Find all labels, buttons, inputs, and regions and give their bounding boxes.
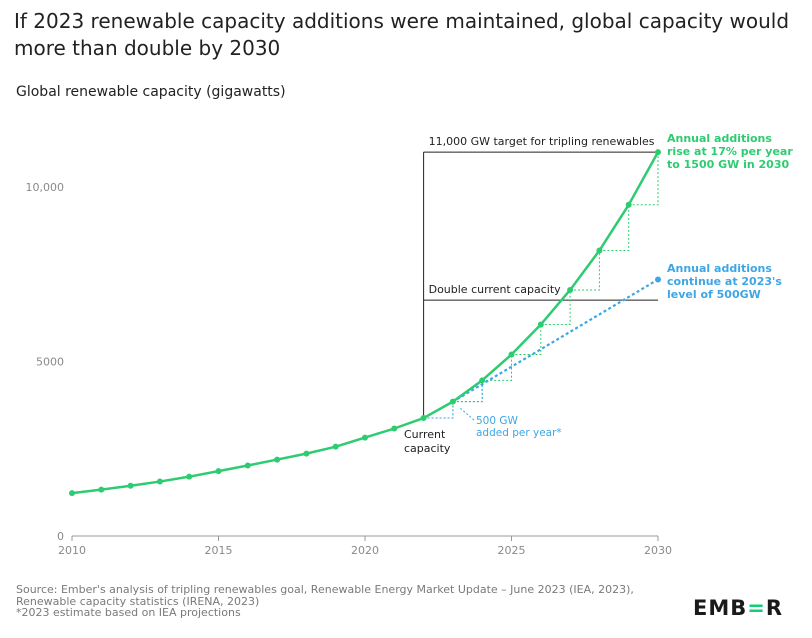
double-reference-label: Double current capacity — [429, 283, 562, 296]
green-data-point — [626, 202, 632, 208]
green-data-point — [245, 463, 251, 469]
green-data-point — [333, 444, 339, 450]
green-data-point — [186, 474, 192, 480]
blue-data-point — [655, 276, 661, 282]
green-data-point — [216, 468, 222, 474]
green-data-point — [98, 487, 104, 493]
green-data-point — [157, 479, 163, 485]
target-reference-label: 11,000 GW target for tripling renewables — [429, 135, 655, 148]
green-data-point — [538, 322, 544, 328]
source-note: Source: Ember's analysis of tripling ren… — [16, 584, 696, 619]
green-data-point — [450, 399, 456, 405]
x-tick-label: 2020 — [351, 544, 379, 557]
green-series-label: to 1500 GW in 2030 — [667, 158, 789, 171]
x-tick-label: 2025 — [498, 544, 526, 557]
green-data-point — [274, 457, 280, 463]
green-data-point — [128, 483, 134, 489]
green-data-point — [596, 248, 602, 254]
blue-series-label: level of 500GW — [667, 288, 761, 301]
x-tick-label: 2015 — [205, 544, 233, 557]
current-capacity-label: capacity — [404, 442, 451, 455]
x-tick-label: 2010 — [58, 544, 86, 557]
y-tick-label: 10,000 — [26, 181, 65, 194]
blue-series-label: continue at 2023's — [667, 275, 782, 288]
y-tick-label: 0 — [57, 530, 64, 543]
step-annotation-pointer — [460, 408, 474, 420]
green-series-label: rise at 17% per year — [667, 145, 793, 158]
green-data-point — [509, 352, 515, 358]
current-capacity-label: Current — [404, 428, 446, 441]
green-series-label: Annual additions — [667, 132, 772, 145]
green-data-point — [655, 149, 661, 155]
green-data-point — [391, 426, 397, 432]
blue-series-label: Annual additions — [667, 262, 772, 275]
step-annotation-label: 500 GW — [476, 415, 519, 427]
green-series-line — [72, 152, 658, 493]
source-line: Source: Ember's analysis of tripling ren… — [16, 584, 696, 596]
green-data-point — [479, 377, 485, 383]
green-data-point — [303, 451, 309, 457]
green-data-point — [421, 415, 427, 421]
chart-canvas: 2010 2015 2020 2025 2030 0 5000 10,000 11,000 GW… — [0, 0, 812, 580]
step-annotation-label: added per year* — [476, 427, 562, 439]
x-tick-label: 2030 — [644, 544, 672, 557]
y-tick-label: 5000 — [36, 356, 64, 369]
green-data-point — [567, 287, 573, 293]
green-data-point — [362, 435, 368, 441]
green-data-point — [69, 490, 75, 496]
source-line: *2023 estimate based on IEA projections — [16, 607, 696, 619]
ember-logo: EMB=R — [693, 596, 783, 620]
